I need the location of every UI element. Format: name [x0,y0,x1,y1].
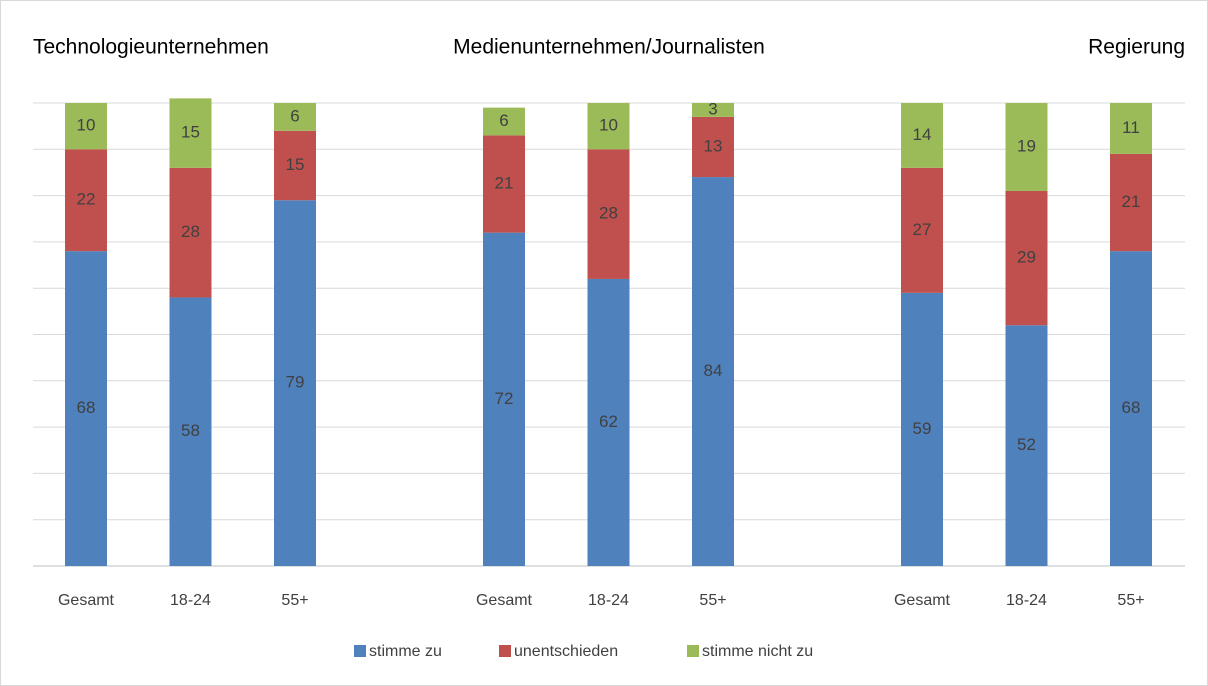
bar-segment [65,149,107,252]
data-label: 52 [1017,435,1036,454]
bar-segment [692,103,734,117]
bar-segment [587,103,630,150]
bar-segment [1110,103,1152,154]
bar-segment [901,292,943,566]
bar-segment [1005,325,1048,566]
bar-segment [1005,190,1048,326]
data-label: 13 [704,136,723,155]
data-label: 6 [499,111,508,130]
bar-segment [1110,251,1152,566]
data-label: 14 [913,125,932,144]
bar-segment [169,297,212,566]
data-label: 84 [704,361,723,380]
data-label: 10 [77,116,96,135]
x-tick-label: Gesamt [894,592,951,609]
data-label: 3 [708,99,717,118]
bar-segment [587,149,630,279]
group-title: Regierung [1088,36,1185,59]
bar-segment [901,103,943,168]
bar-segment [483,232,525,566]
bar-segment [274,130,316,201]
legend-label: stimme zu [369,643,442,660]
legend-swatch [354,645,366,657]
data-label: 28 [181,222,200,241]
bar-segment [65,251,107,566]
data-label: 21 [495,174,514,193]
bar-segment [169,98,212,168]
data-label: 22 [77,190,96,209]
bar-segment [901,167,943,293]
data-label: 28 [599,204,618,223]
bar-segment [692,116,734,178]
data-label: 58 [181,421,200,440]
data-label: 10 [599,116,618,135]
data-label: 21 [1122,192,1141,211]
legend-label: unentschieden [514,643,618,660]
x-tick-label: 55+ [699,592,726,609]
data-label: 62 [599,412,618,431]
data-label: 68 [77,398,96,417]
bar-segment [587,278,630,566]
x-tick-label: 55+ [1117,592,1144,609]
data-label: 68 [1122,398,1141,417]
legend-label: stimme nicht zu [702,643,813,660]
bar-segment [483,135,525,233]
bar-segment [274,200,316,567]
data-label: 27 [913,220,932,239]
x-tick-label: 18-24 [588,592,629,609]
bar-segment [1110,153,1152,252]
bar-segment [65,103,107,150]
bar-segment [169,167,212,298]
data-label: 15 [181,123,200,142]
data-label: 15 [286,155,305,174]
x-tick-label: 18-24 [170,592,211,609]
data-label: 72 [495,389,514,408]
group-title: Medienunternehmen/Journalisten [453,36,765,59]
bar-segment [274,103,316,131]
bar-segment [483,107,525,136]
data-label: 11 [1122,118,1140,137]
data-label: 19 [1017,136,1036,155]
x-tick-label: Gesamt [476,592,533,609]
x-tick-label: 18-24 [1006,592,1047,609]
data-label: 59 [913,419,932,438]
bar-segment [692,177,734,566]
x-tick-label: 55+ [281,592,308,609]
legend-swatch [687,645,699,657]
legend-swatch [499,645,511,657]
x-tick-label: Gesamt [58,592,115,609]
group-title: Technologieunternehmen [33,36,269,59]
data-label: 29 [1017,248,1036,267]
data-label: 79 [286,373,305,392]
bar-segment [1005,103,1048,191]
data-label: 6 [290,106,299,125]
